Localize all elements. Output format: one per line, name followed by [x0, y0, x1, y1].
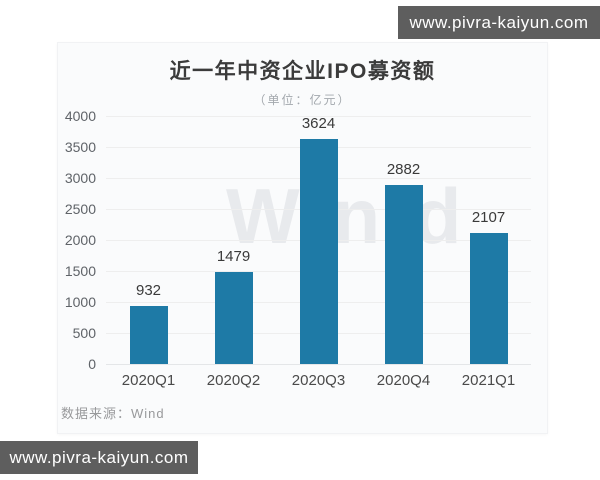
y-axis-tick-500: 500: [72, 325, 96, 341]
x-axis-label-2020Q2: 2020Q2: [206, 372, 261, 389]
y-axis-tick-2000: 2000: [64, 232, 96, 248]
y-axis-tick-3500: 3500: [64, 139, 96, 155]
chart-subtitle: （单位：亿元）: [253, 93, 352, 107]
value-label-2020Q1: 932: [135, 282, 162, 300]
x-axis-label-2020Q3: 2020Q3: [291, 372, 346, 389]
bar-slot-2020Q2: 1479 2020Q2: [191, 116, 276, 389]
chart-card: 近一年中资企业IPO募资额 （单位：亿元） Win.d 0 500 1000 1500…: [57, 42, 548, 434]
gridline-4000: [106, 116, 531, 117]
chart-title: 近一年中资企业IPO募资额: [169, 60, 436, 83]
data-source-note: 数据来源：Wind: [61, 406, 165, 421]
watermark-banner-top: www.pivra-kaiyun.com: [398, 6, 600, 39]
bar-chart-plot-area: 0 500 1000 1500 2000 2500 3000 3500 4000 932 2020Q…: [65, 108, 531, 389]
bar-slot-2020Q4: 2882 2020Q4: [361, 116, 446, 389]
x-axis-label-2020Q4: 2020Q4: [376, 372, 431, 389]
y-axis-tick-4000: 4000: [64, 108, 96, 124]
bar-2021Q1: [469, 233, 508, 364]
bar-2020Q2: [214, 272, 253, 364]
bar-2020Q3: [299, 139, 338, 364]
y-axis-tick-3000: 3000: [64, 170, 96, 186]
value-label-2021Q1: 2107: [471, 209, 506, 227]
y-axis-tick-1000: 1000: [64, 294, 96, 310]
gridline-0: [106, 364, 531, 365]
x-axis-label-2020Q1: 2020Q1: [121, 372, 176, 389]
bar-slot-2020Q1: 932 2020Q1: [106, 116, 191, 389]
y-axis-tick-1500: 1500: [64, 263, 96, 279]
value-label-2020Q2: 1479: [216, 248, 251, 266]
y-axis-tick-2500: 2500: [64, 201, 96, 217]
bar-slot-2021Q1: 2107 2021Q1: [446, 116, 531, 389]
y-axis-tick-0: 0: [88, 356, 96, 372]
value-label-2020Q4: 2882: [386, 161, 421, 179]
watermark-banner-bottom: www.pivra-kaiyun.com: [0, 441, 198, 474]
value-label-2020Q3: 3624: [301, 115, 336, 133]
bar-slot-2020Q3: 3624 2020Q3: [276, 115, 361, 389]
bar-2020Q1: [129, 306, 168, 364]
x-axis-label-2021Q1: 2021Q1: [461, 372, 516, 389]
bar-2020Q4: [384, 185, 423, 364]
